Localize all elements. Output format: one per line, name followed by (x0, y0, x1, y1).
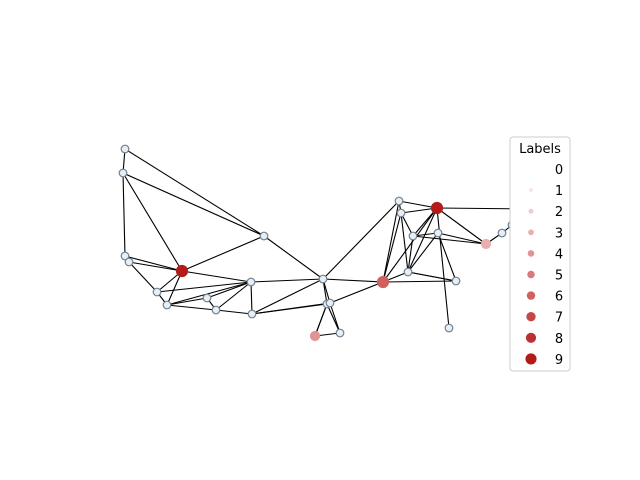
graph-edge (124, 148, 265, 237)
graph-edge (128, 261, 158, 293)
graph-edge (166, 297, 208, 306)
graph-node (175, 264, 189, 278)
graph-edge (206, 281, 252, 299)
graph-edge (166, 304, 217, 311)
graph-node (403, 267, 413, 277)
legend-marker (526, 312, 536, 322)
graph-edge (215, 281, 252, 311)
legend-marker (526, 291, 536, 300)
graph-node (211, 305, 221, 315)
graph-edge (166, 270, 183, 306)
graph-node (433, 228, 443, 238)
legend-label: 0 (555, 163, 563, 178)
legend-title: Labels (519, 142, 561, 157)
graph-node (247, 309, 257, 319)
graph-node (120, 251, 130, 261)
legend-marker (527, 250, 535, 257)
graph-edge (407, 271, 457, 282)
graph-node (451, 276, 461, 286)
graph-node (309, 330, 321, 342)
legend-label: 8 (555, 332, 563, 347)
graph-edge (251, 278, 324, 315)
graph-node (396, 208, 406, 218)
graph-edge (314, 303, 328, 337)
legend-marker (525, 353, 537, 365)
graph-node (120, 144, 130, 154)
graph-edge (122, 172, 126, 257)
graph-edge (166, 281, 252, 306)
graph-edge (382, 280, 457, 283)
graph-edge (181, 235, 265, 272)
graph-node (408, 231, 418, 241)
graph-edge (398, 200, 438, 209)
legend-marker (529, 188, 533, 193)
legend-label: 7 (555, 311, 563, 326)
graph-edge (215, 309, 253, 315)
graph-edge (250, 278, 324, 283)
legend-label: 5 (555, 269, 563, 284)
graph-edge (412, 235, 487, 245)
graph-node (497, 228, 507, 238)
graph-node (202, 293, 212, 303)
graph-edge (407, 207, 438, 273)
legend-label: 2 (555, 205, 563, 220)
graph-node (246, 277, 256, 287)
legend-marker (528, 229, 534, 236)
graph-edge (407, 235, 414, 273)
graph-node (444, 323, 454, 333)
legend-label: 9 (555, 353, 563, 368)
graph-edge (122, 172, 265, 237)
graph-node (124, 257, 134, 267)
graph-edge (156, 281, 252, 293)
graph-edge (181, 270, 252, 283)
graph-node (152, 287, 162, 297)
graph-edge (437, 232, 487, 245)
graph-edge (122, 172, 183, 272)
graph-nodes (118, 144, 539, 342)
graph-node (118, 168, 128, 178)
graph-edge (250, 281, 253, 315)
legend-marker (525, 332, 537, 343)
graph-node (480, 238, 492, 250)
legend-label: 4 (555, 247, 563, 262)
graph-node (430, 201, 444, 215)
graph-node (376, 275, 390, 289)
graph-edge (329, 302, 341, 334)
graph-edge (437, 232, 457, 282)
graph-edge (407, 232, 439, 273)
graph-edge (322, 200, 400, 280)
graph-edge (400, 212, 409, 273)
graph-node (259, 231, 269, 241)
graph-edge (329, 281, 384, 304)
graph-edge (124, 255, 183, 272)
graph-edge (382, 200, 400, 283)
legend-marker (529, 167, 533, 171)
legend-marker (528, 208, 534, 214)
graph-edge (412, 207, 438, 237)
graph-edge (322, 278, 384, 283)
graph-edge (128, 261, 183, 272)
graph-edge (436, 207, 487, 245)
graph-node (318, 274, 328, 284)
graph-node (394, 196, 404, 206)
graph-edge (382, 207, 438, 283)
graph-edge (251, 302, 331, 315)
legend-marker (527, 270, 535, 279)
graph-node (335, 328, 345, 338)
graph-node (162, 300, 172, 310)
legend-label: 3 (555, 226, 563, 241)
graph-edge (382, 212, 402, 283)
legend-entries: 0 1 2 3 4 5 6 7 8 9 (525, 163, 563, 368)
legend-frame (509, 136, 571, 372)
graph-edge (436, 207, 450, 329)
graph-node (325, 298, 335, 308)
legend-label: 1 (555, 184, 563, 199)
graph-edge (263, 235, 324, 280)
legend-label: 6 (555, 290, 563, 305)
legend: Labels 0 1 2 3 4 5 6 7 8 9 (509, 136, 571, 372)
